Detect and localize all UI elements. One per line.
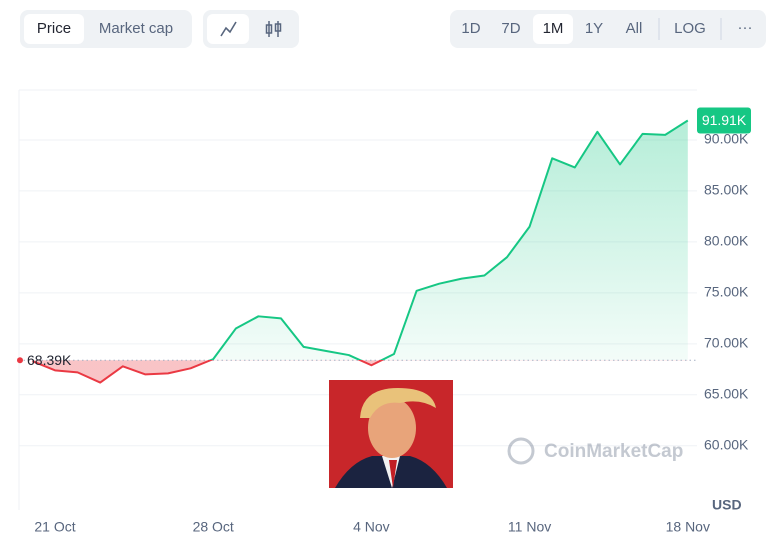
reference-label: 68.39K (27, 352, 72, 368)
reference-dot (17, 357, 23, 364)
active-range (533, 14, 573, 44)
y-tick-label: 90.00K (704, 131, 749, 147)
x-tick-label: 4 Nov (353, 519, 390, 535)
range-button[interactable]: 1Y (585, 20, 603, 37)
x-tick-label: 11 Nov (508, 519, 551, 535)
range-button[interactable]: 7D (501, 20, 520, 37)
portrait-image (329, 380, 453, 488)
scale-button[interactable]: LOG (674, 20, 706, 37)
more-button[interactable]: ··· (738, 19, 753, 36)
y-tick-label: 75.00K (704, 284, 749, 300)
range-group (450, 10, 766, 48)
metric-button[interactable]: Market cap (99, 20, 173, 37)
range-button[interactable]: 1M (543, 20, 564, 37)
active-tab (24, 14, 84, 44)
y-unit: USD (712, 497, 742, 513)
grid: 60.00K 65.00K 70.00K 75.00K 80.00K 85.00K 90.0… (19, 131, 749, 535)
price-tag-label: 91.91K (702, 112, 747, 128)
y-tick-label: 85.00K (704, 182, 749, 198)
plot: 68.39K 91.91K (17, 107, 751, 384)
watermark-text: CoinMarketCap (544, 441, 683, 462)
y-tick-label: 65.00K (704, 386, 749, 402)
toolbar: Price Market cap 1D 7D 1M 1Y All LOG ··· (20, 10, 766, 48)
x-tick-label: 28 Oct (193, 519, 234, 535)
price-area (32, 120, 688, 383)
candle-button[interactable] (265, 21, 282, 37)
x-tick-label: 18 Nov (666, 519, 710, 535)
range-button[interactable]: All (626, 20, 643, 37)
price-tag (697, 107, 751, 134)
price-line (32, 119, 689, 384)
y-tick-label: 60.00K (704, 436, 749, 452)
metric-button[interactable]: Price (37, 20, 71, 37)
y-tick-label: 80.00K (704, 233, 749, 249)
watermark-logo (507, 437, 535, 465)
y-tick-label: 70.00K (704, 335, 749, 351)
range-button[interactable]: 1D (461, 20, 480, 37)
x-tick-label: 21 Oct (34, 519, 75, 535)
line-icon (220, 21, 237, 37)
watermark: CoinMarketCap (507, 437, 683, 465)
